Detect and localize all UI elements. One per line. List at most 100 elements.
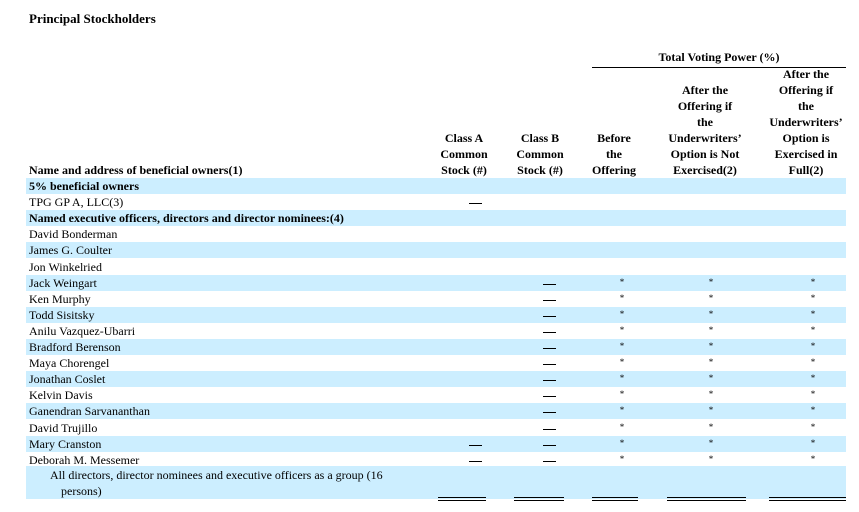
table-row: Bradford Berenson * * * [26, 339, 846, 355]
less-than-one-percent-mark: * [619, 277, 625, 287]
owner-name: Todd Sisitsky [29, 308, 95, 322]
table-row: Jack Weingart * * * [26, 275, 846, 291]
after-offering-full-value: * [803, 387, 823, 404]
owner-name: Bradford Berenson [29, 340, 121, 354]
dash-mark [542, 460, 556, 462]
class-b-value [539, 420, 559, 436]
section-row: 5% beneficial owners [26, 178, 846, 194]
less-than-one-percent-mark: * [708, 438, 714, 448]
before-offering-value: * [612, 387, 632, 404]
class-b-value [539, 436, 559, 452]
less-than-one-percent-mark: * [810, 422, 816, 432]
less-than-one-percent-mark: * [619, 405, 625, 415]
less-than-one-percent-mark: * [708, 325, 714, 335]
less-than-one-percent-mark: * [810, 277, 816, 287]
owner-name: Kelvin Davis [29, 388, 93, 402]
table-row: TPG GP A, LLC(3) [26, 194, 846, 210]
less-than-one-percent-mark: * [619, 389, 625, 399]
before-offering-value: * [612, 371, 632, 388]
after-offering-not-exercised-value: * [701, 436, 721, 453]
less-than-one-percent-mark: * [810, 293, 816, 303]
before-offering-value: * [612, 420, 632, 437]
less-than-one-percent-mark: * [810, 309, 816, 319]
class-b-total-underline [514, 497, 564, 501]
less-than-one-percent-mark: * [619, 341, 625, 351]
class-a-value [465, 194, 485, 210]
less-than-one-percent-mark: * [708, 422, 714, 432]
less-than-one-percent-mark: * [619, 325, 625, 335]
less-than-one-percent-mark: * [708, 389, 714, 399]
table-row: Todd Sisitsky * * * [26, 307, 846, 323]
class-b-value [539, 355, 559, 371]
dash-mark [542, 363, 556, 365]
after-offering-not-exercised-value: * [701, 420, 721, 437]
class-b-value [539, 339, 559, 355]
owner-name: Ganendran Sarvananthan [29, 404, 150, 418]
class-b-value [539, 387, 559, 403]
table-row: Anilu Vazquez-Ubarri * * * [26, 323, 846, 339]
before-offering-value: * [612, 339, 632, 356]
less-than-one-percent-mark: * [708, 454, 714, 464]
less-than-one-percent-mark: * [708, 277, 714, 287]
dash-mark [542, 411, 556, 413]
less-than-one-percent-mark: * [708, 293, 714, 303]
after-offering-not-exercised-column-header: After the Offering if the Underwriters’ … [668, 83, 742, 179]
before-offering-value: * [612, 403, 632, 420]
less-than-one-percent-mark: * [619, 438, 625, 448]
after-offering-full-value: * [803, 355, 823, 372]
class-b-column-header: Class B Common Stock (#) [516, 131, 564, 179]
before-total-underline [592, 497, 638, 501]
after-offering-full-value: * [803, 420, 823, 437]
class-b-value [539, 403, 559, 419]
dash-mark [542, 444, 556, 446]
owner-name: Ken Murphy [29, 292, 91, 306]
after-offering-not-exercised-value: * [701, 387, 721, 404]
class-b-value [539, 307, 559, 323]
table-row: James G. Coulter [26, 242, 846, 258]
less-than-one-percent-mark: * [810, 325, 816, 335]
class-b-value [539, 323, 559, 339]
class-b-value [539, 452, 559, 468]
less-than-one-percent-mark: * [810, 405, 816, 415]
dash-mark [542, 299, 556, 301]
after-offering-not-exercised-value: * [701, 452, 721, 469]
group-total-row: All directors, director nominees and exe… [26, 466, 846, 499]
table-row: David Trujillo * * * [26, 420, 846, 436]
after-offering-not-exercised-value: * [701, 339, 721, 356]
owner-name: Anilu Vazquez-Ubarri [29, 324, 136, 338]
section-title: Principal Stockholders [29, 11, 156, 26]
less-than-one-percent-mark: * [708, 341, 714, 351]
before-offering-value: * [612, 452, 632, 469]
after-offering-full-value: * [803, 339, 823, 356]
less-than-one-percent-mark: * [810, 341, 816, 351]
before-offering-value: * [612, 307, 632, 324]
owner-name: Jonathan Coslet [29, 372, 106, 386]
owner-name: Jack Weingart [29, 276, 97, 290]
class-a-value [465, 436, 485, 452]
less-than-one-percent-mark: * [708, 309, 714, 319]
owner-name: David Bonderman [29, 227, 118, 241]
owner-name: Mary Cranston [29, 437, 102, 451]
less-than-one-percent-mark: * [708, 373, 714, 383]
after-not-total-underline [667, 497, 746, 501]
owner-name: Jon Winkelried [29, 260, 102, 274]
section-row: Named executive officers, directors and … [26, 210, 846, 226]
after-offering-full-value: * [803, 371, 823, 388]
name-column-header: Name and address of beneficial owners(1) [29, 163, 243, 179]
after-offering-full-value: * [803, 403, 823, 420]
group-total-label: All directors, director nominees and exe… [50, 468, 383, 498]
after-offering-not-exercised-value: * [701, 307, 721, 324]
table-row: Ganendran Sarvananthan * * * [26, 403, 846, 419]
dash-mark [542, 283, 556, 285]
after-offering-full-value: * [803, 307, 823, 324]
dash-mark [542, 347, 556, 349]
after-offering-full-value: * [803, 275, 823, 292]
after-offering-not-exercised-value: * [701, 355, 721, 372]
owner-name: James G. Coulter [29, 243, 112, 257]
owner-name: Deborah M. Messemer [29, 453, 140, 467]
after-full-total-underline [769, 497, 846, 501]
less-than-one-percent-mark: * [810, 373, 816, 383]
table-row: Deborah M. Messemer * * * [26, 452, 846, 468]
before-offering-value: * [612, 275, 632, 292]
less-than-one-percent-mark: * [619, 373, 625, 383]
